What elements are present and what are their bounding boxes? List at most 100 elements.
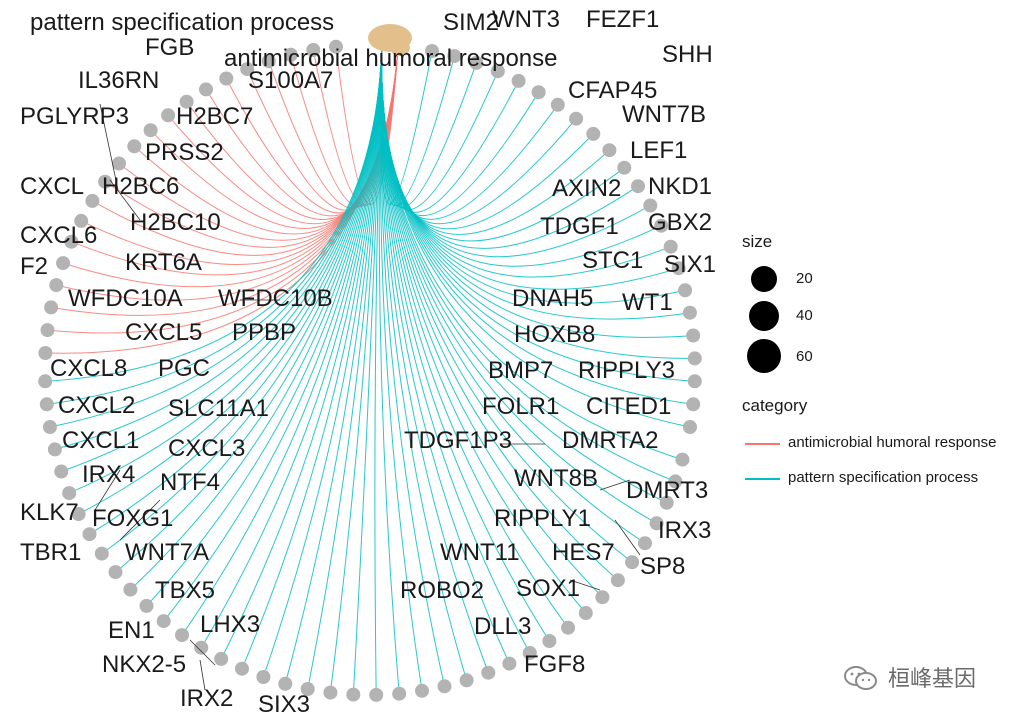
gene-label-lhx3: LHX3: [200, 611, 260, 638]
gene-node-43: [369, 687, 384, 702]
gene-label-il36rn: IL36RN: [78, 67, 159, 94]
gene-node-55: [610, 573, 625, 588]
gene-label-folr1: FOLR1: [482, 393, 559, 420]
gene-node-4: [240, 62, 255, 77]
gene-node-47: [459, 673, 474, 688]
gene-label-pgc: PGC: [158, 355, 210, 382]
gene-node-9: [143, 123, 158, 138]
gene-node-17: [49, 278, 64, 293]
leader-line-10: [199, 659, 206, 691]
gene-label-ripply1: RIPPLY1: [494, 505, 591, 532]
gene-node-26: [62, 486, 77, 501]
gene-label-sox1: SOX1: [516, 575, 580, 602]
gene-node-72: [617, 160, 632, 175]
gene-node-12: [98, 174, 113, 189]
gene-node-31: [123, 582, 138, 597]
gene-label-pglyrp3: PGLYRP3: [20, 103, 129, 130]
gene-node-48: [481, 665, 496, 680]
gene-label-bmp7: BMP7: [488, 357, 553, 384]
gene-label-hoxb8: HOXB8: [514, 321, 595, 348]
gene-label-cxcl2: CXCL2: [58, 392, 135, 419]
gene-label-fgf8: FGF8: [524, 651, 585, 678]
gene-label-sim2: SIM2: [443, 9, 499, 36]
gene-label-shh: SHH: [662, 41, 713, 68]
legend-category-title: category: [742, 396, 808, 415]
gene-label-wnt3: WNT3: [492, 6, 560, 33]
labels-layer: FGB IL36RN S100A7 PGLYRP3 H2BC7 PRSS2 CXCL H2BC…: [20, 6, 716, 718]
gene-node-50: [522, 646, 537, 660]
gene-label-hes7: HES7: [552, 539, 615, 566]
gene-node-61: [675, 452, 690, 467]
gene-label-axin2: AXIN2: [552, 175, 621, 202]
gene-node-70: [586, 126, 601, 141]
gene-node-62: [425, 44, 439, 58]
gene-label-fezf1: FEZF1: [586, 6, 659, 33]
leader-line-8: [569, 579, 601, 591]
gene-label-wnt7b: WNT7B: [622, 101, 706, 128]
gene-label-dnah5: DNAH5: [512, 285, 593, 312]
gene-label-irx4: IRX4: [82, 461, 135, 488]
gene-node-49: [502, 656, 517, 671]
gene-node-0: [329, 39, 343, 54]
gene-node-6: [199, 82, 213, 97]
gene-node-37: [235, 661, 249, 676]
gene-label-tdgf1: TDGF1: [540, 213, 619, 240]
gene-label-ppbp: PPBP: [232, 319, 296, 346]
gene-node-38: [256, 670, 271, 684]
gene-node-1: [306, 43, 321, 57]
gene-label-krt6a: KRT6A: [125, 249, 202, 276]
leader-line-6: [599, 479, 631, 491]
gene-node-75: [654, 218, 669, 233]
gene-label-prss2: PRSS2: [145, 139, 224, 166]
gene-label-tdgf1p3: TDGF1P3: [404, 427, 512, 454]
gene-node-8: [161, 108, 176, 123]
wechat-icon: [844, 666, 877, 690]
gene-label-f2: F2: [20, 253, 48, 280]
gene-node-36: [214, 651, 229, 666]
gene-node-46: [437, 679, 452, 694]
gene-node-34: [175, 628, 189, 643]
gene-node-67: [531, 85, 546, 100]
gene-node-40: [300, 682, 315, 696]
gene-node-52: [561, 620, 576, 635]
gene-label-cxcl8: CXCL8: [50, 355, 127, 382]
watermark-text: 桓峰基因: [888, 666, 977, 691]
gene-label-cxcl3: CXCL3: [168, 435, 245, 462]
gene-label-en1: EN1: [108, 617, 155, 644]
gene-label-h2bc7: H2BC7: [176, 103, 253, 130]
gene-label-wt1: WT1: [622, 289, 673, 316]
gene-label-ntf4: NTF4: [160, 469, 220, 496]
gene-label-wfdc10b: WFDC10B: [218, 285, 333, 312]
gene-node-19: [40, 323, 55, 338]
edge-84: [381, 43, 691, 428]
legend-category-key-antimicrobial: [745, 443, 780, 445]
gene-label-fgb: FGB: [145, 34, 194, 61]
legend-category-key-pattern: [745, 478, 780, 480]
gene-label-foxg1: FOXG1: [92, 505, 173, 532]
gene-label-wnt8b: WNT8B: [514, 465, 598, 492]
gene-node-14: [74, 213, 89, 228]
gene-node-74: [643, 198, 658, 213]
gene-node-13: [85, 193, 100, 208]
gene-node-60: [668, 474, 683, 489]
gene-label-cxcl6: CXCL6: [20, 222, 97, 249]
gene-label-gbx2: GBX2: [648, 209, 712, 236]
gene-node-58: [649, 516, 664, 531]
nodes-layer: [38, 24, 702, 702]
legend-size-dot-40: [749, 301, 779, 331]
gene-node-16: [56, 256, 71, 271]
gene-label-dll3: DLL3: [474, 613, 531, 640]
category-label-pattern-specification: pattern specification process: [30, 9, 334, 36]
gene-label-nkx2-5: NKX2-5: [102, 651, 186, 678]
gene-node-63: [447, 49, 462, 64]
gene-node-23: [43, 420, 57, 434]
gene-label-s100a7: S100A7: [248, 67, 333, 94]
gene-node-64: [469, 55, 484, 70]
gene-node-15: [64, 234, 79, 249]
gene-node-18: [44, 300, 59, 315]
gene-node-51: [542, 634, 557, 648]
gene-node-29: [94, 546, 109, 561]
gene-label-cited1: CITED1: [586, 393, 671, 420]
gene-label-sp8: SP8: [640, 553, 685, 580]
